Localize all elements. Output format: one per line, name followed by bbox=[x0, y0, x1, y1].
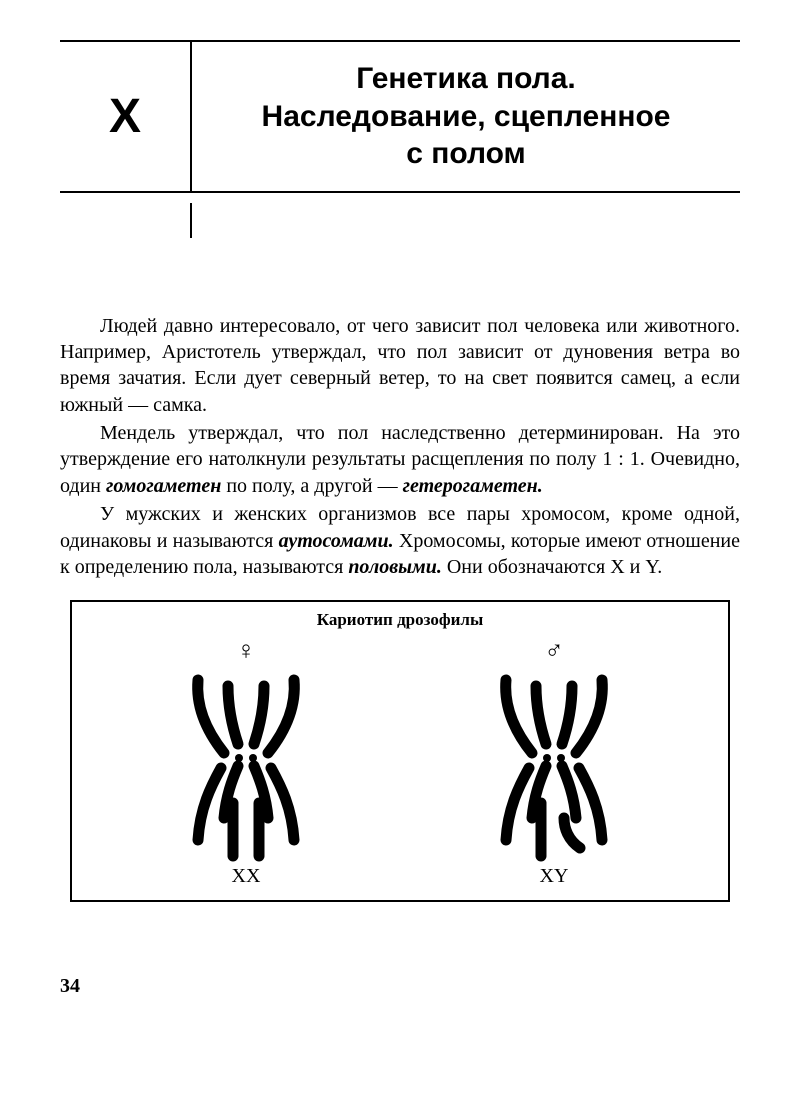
female-label: XX bbox=[232, 865, 261, 888]
p3-d-emphasis: половыми. bbox=[348, 556, 442, 578]
paragraph-1: Людей давно интересовало, от чего зависи… bbox=[60, 313, 740, 419]
paragraph-3: У мужских и женских организмов все пары … bbox=[60, 501, 740, 580]
page-number: 34 bbox=[60, 975, 80, 998]
title-line-1: Генетика пола. bbox=[356, 62, 576, 95]
chapter-number: X bbox=[60, 40, 190, 193]
chapter-title: Генетика пола. Наследование, сцепленное … bbox=[190, 40, 740, 193]
female-chromosomes-svg bbox=[156, 668, 336, 863]
chapter-header: X Генетика пола. Наследование, сцепленно… bbox=[60, 40, 740, 193]
male-karyotype: ♂ bbox=[464, 636, 644, 888]
header-stub bbox=[60, 203, 740, 238]
karyotype-figure: Кариотип дрозофилы ♀ bbox=[70, 600, 730, 902]
p2-b-emphasis: гомогаметен bbox=[106, 475, 221, 497]
female-karyotype: ♀ bbox=[156, 636, 336, 888]
title-line-3: с полом bbox=[406, 137, 526, 170]
male-chromosomes-svg bbox=[464, 668, 644, 863]
male-label: XY bbox=[540, 865, 569, 888]
title-line-2: Наследование, сцепленное bbox=[262, 100, 671, 133]
p2-d-emphasis: гетерогаметен. bbox=[403, 475, 543, 497]
paragraph-2: Мендель утверждал, что пол наследственно… bbox=[60, 420, 740, 499]
p3-b-emphasis: аутосомами. bbox=[279, 530, 394, 552]
female-symbol-icon: ♀ bbox=[236, 636, 256, 666]
p2-c: по полу, а другой — bbox=[221, 475, 402, 497]
figure-title: Кариотип дрозофилы bbox=[92, 610, 708, 630]
p3-e: Они обозначаются X и Y. bbox=[442, 556, 662, 578]
p1-text: Людей давно интересовало, от чего зависи… bbox=[60, 315, 740, 416]
body-text: Людей давно интересовало, от чего зависи… bbox=[60, 313, 740, 581]
male-symbol-icon: ♂ bbox=[544, 636, 564, 666]
